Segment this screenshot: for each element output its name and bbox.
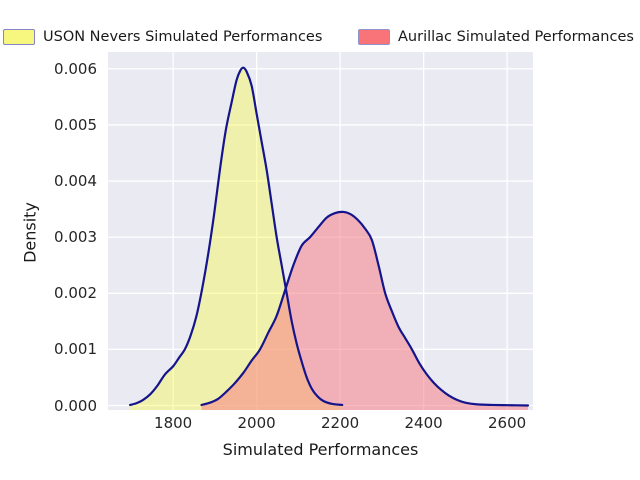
y-tick-label: 0.005 xyxy=(54,115,97,134)
y-tick-label: 0.004 xyxy=(54,172,97,191)
y-tick-label: 0.006 xyxy=(54,59,97,78)
legend-swatch-uson xyxy=(3,29,35,45)
y-tick-label: 0.000 xyxy=(54,396,97,415)
legend-label-uson: USON Nevers Simulated Performances xyxy=(43,29,323,45)
x-tick-label: 2400 xyxy=(404,414,443,432)
kde-fill-1 xyxy=(201,211,528,410)
y-tick-label: 0.002 xyxy=(54,284,97,303)
x-axis-label: Simulated Performances xyxy=(222,440,419,459)
kde-curve-0 xyxy=(129,66,344,407)
legend-item-uson: USON Nevers Simulated Performances xyxy=(3,28,322,46)
x-tick-label: 1800 xyxy=(154,414,193,432)
y-tick-label: 0.001 xyxy=(54,340,97,359)
x-tick-label: 2600 xyxy=(488,414,527,432)
kde-curve-1 xyxy=(200,210,530,407)
legend-label-aurillac: Aurillac Simulated Performances xyxy=(398,29,634,45)
plot-area xyxy=(108,52,533,410)
y-axis-label: Density xyxy=(20,202,40,263)
x-tick-label: 2000 xyxy=(237,414,276,432)
legend-item-aurillac: Aurillac Simulated Performances xyxy=(358,28,634,46)
y-tick-label: 0.003 xyxy=(54,228,97,247)
legend-swatch-aurillac xyxy=(358,29,390,45)
x-tick-label: 2200 xyxy=(321,414,360,432)
